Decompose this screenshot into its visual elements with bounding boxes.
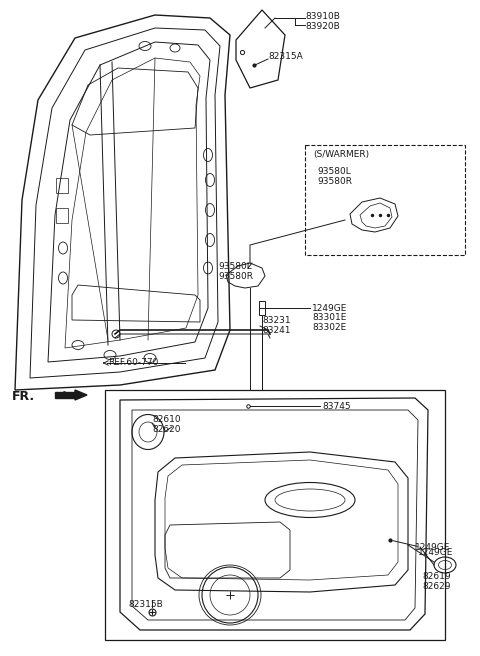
Text: 83910B
83920B: 83910B 83920B xyxy=(305,12,340,31)
Text: 83745: 83745 xyxy=(322,402,350,411)
Text: 83231
83241: 83231 83241 xyxy=(262,316,290,335)
Polygon shape xyxy=(75,390,87,400)
Text: 1249GE: 1249GE xyxy=(418,548,454,557)
Bar xyxy=(56,178,68,192)
Text: 93580L
93580R: 93580L 93580R xyxy=(218,262,253,281)
Text: 1249GE: 1249GE xyxy=(312,304,348,313)
Text: 82315A: 82315A xyxy=(268,52,303,61)
Bar xyxy=(56,207,68,222)
Text: FR.: FR. xyxy=(12,390,35,403)
Bar xyxy=(259,301,265,315)
Polygon shape xyxy=(55,392,75,398)
Text: 93580L
93580R: 93580L 93580R xyxy=(317,167,352,186)
Text: 83301E
83302E: 83301E 83302E xyxy=(312,313,347,333)
Text: (S/WARMER): (S/WARMER) xyxy=(313,150,369,159)
Text: 1249GE: 1249GE xyxy=(415,543,450,552)
Text: 82315B: 82315B xyxy=(128,600,163,609)
Text: REF.60-770: REF.60-770 xyxy=(108,358,158,367)
Bar xyxy=(105,390,445,640)
Text: 82619
82629: 82619 82629 xyxy=(422,572,451,592)
Text: 82610
82620: 82610 82620 xyxy=(152,415,180,434)
